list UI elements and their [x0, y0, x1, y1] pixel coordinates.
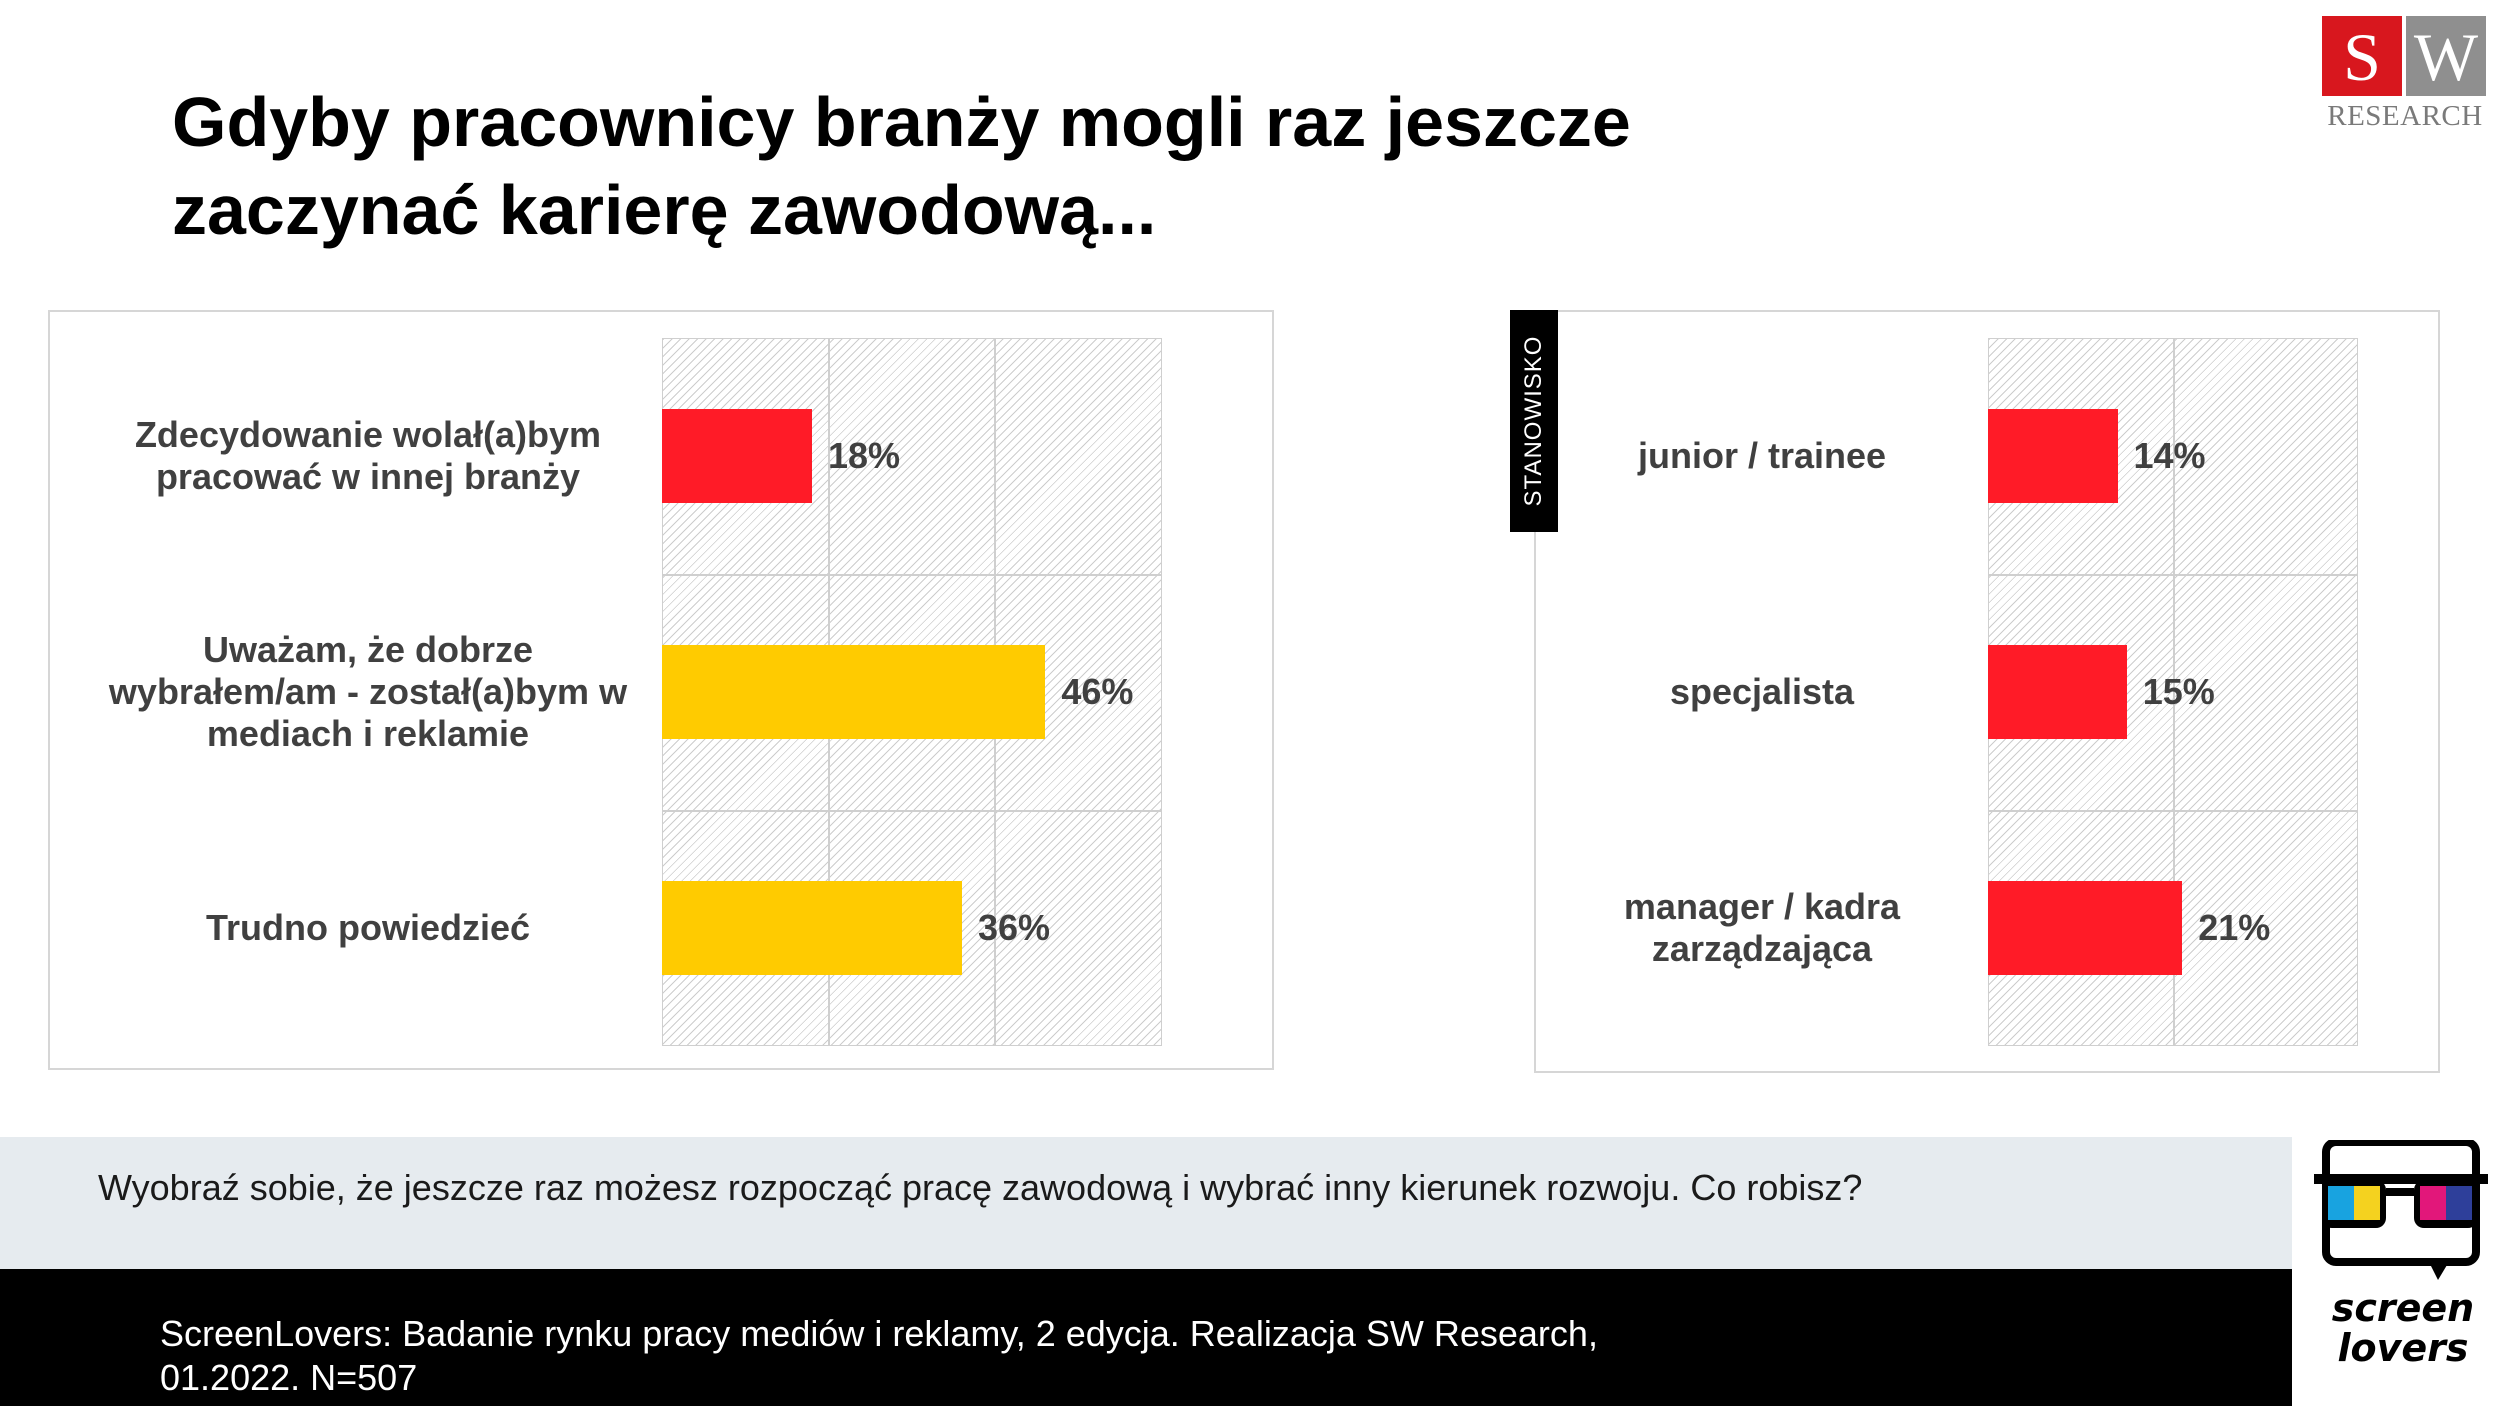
footer-band [0, 1269, 2292, 1406]
bar [1988, 881, 2183, 975]
page-title: Gdyby pracownicy branży mogli raz jeszcz… [172, 78, 1772, 254]
group-label: STANOWISKO [1510, 310, 1558, 532]
gridline-horizontal [662, 574, 1162, 576]
logo-research: RESEARCH [2327, 100, 2483, 132]
title-line-2: zaczynać karierę zawodową... [172, 171, 1157, 249]
bar [662, 881, 962, 975]
question-band [0, 1137, 2292, 1269]
screen-lovers-glasses-icon [2314, 1140, 2488, 1280]
category-label: Uważam, że dobrze wybrałem/am - został(a)… [108, 629, 628, 754]
gridline-horizontal [1988, 574, 2358, 576]
group-label-text: STANOWISKO [1520, 335, 1547, 507]
footer-line-1: ScreenLovers: Badanie rynku pracy mediów… [160, 1313, 1598, 1354]
footer-line-2: 01.2022. N=507 [160, 1357, 418, 1398]
bar [662, 645, 1046, 739]
category-label: Zdecydowanie wolał(a)bym pracować w innej… [134, 414, 602, 497]
logo-s: S [2322, 16, 2402, 96]
gridline-horizontal [662, 810, 1162, 812]
data-label: 21% [2198, 907, 2271, 948]
gridline-vertical [2173, 338, 2175, 1046]
sw-research-logo: S W RESEARCH [2322, 16, 2488, 136]
data-label: 14% [2133, 435, 2206, 476]
screen-lovers-wordmark: screen lovers [2331, 1286, 2475, 1370]
bar [1988, 645, 2127, 739]
data-label: 15% [2142, 671, 2215, 712]
title-line-1: Gdyby pracownicy branży mogli raz jeszcz… [172, 83, 1631, 161]
gridline-horizontal [1988, 810, 2358, 812]
logo-w: W [2406, 16, 2486, 96]
category-label: junior / trainee [1637, 435, 1887, 476]
category-label: manager / kadra zarządzająca [1623, 886, 1901, 969]
bar [1988, 409, 2118, 503]
category-label: Trudno powiedzieć [205, 907, 531, 948]
footer-source: ScreenLovers: Badanie rynku pracy mediów… [160, 1312, 1860, 1400]
data-label: 18% [828, 435, 901, 476]
survey-question: Wyobraź sobie, że jeszcze raz możesz roz… [98, 1167, 1863, 1208]
category-label: specjalista [1669, 671, 1855, 712]
data-label: 46% [1061, 671, 1134, 712]
data-label: 36% [978, 907, 1051, 948]
bar [662, 409, 812, 503]
